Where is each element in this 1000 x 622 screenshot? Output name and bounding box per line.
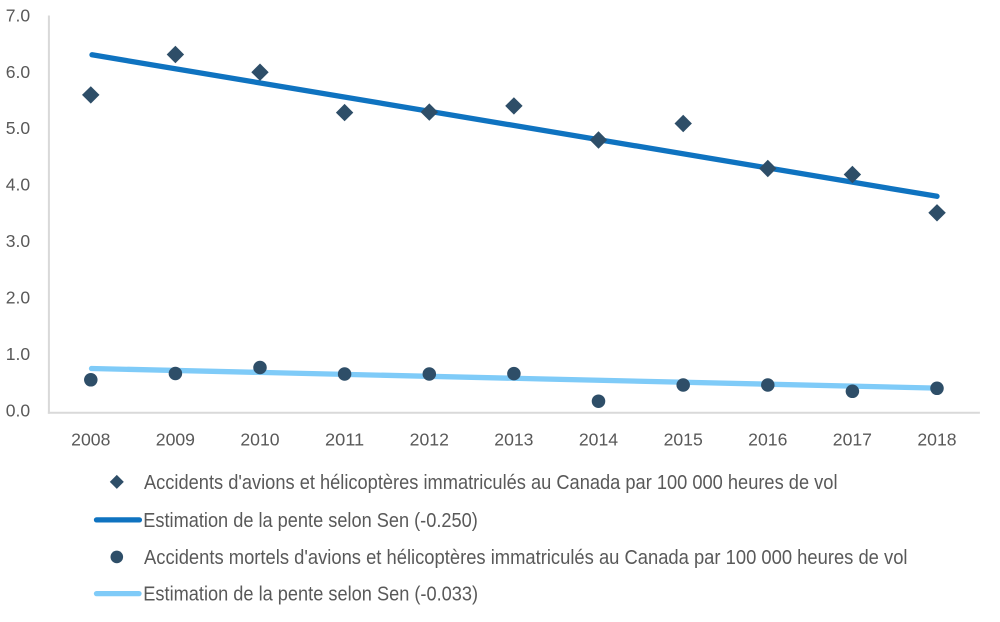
svg-text:2009: 2009 xyxy=(156,430,195,450)
svg-text:5.0: 5.0 xyxy=(6,118,30,138)
svg-text:2012: 2012 xyxy=(410,430,449,450)
svg-text:2013: 2013 xyxy=(494,430,533,450)
svg-text:0.0: 0.0 xyxy=(6,401,30,421)
svg-text:2011: 2011 xyxy=(325,430,364,450)
svg-text:Accidents d'avions et hélicopt: Accidents d'avions et hélicoptères immat… xyxy=(144,471,838,494)
svg-text:2.0: 2.0 xyxy=(6,288,30,308)
svg-text:6.0: 6.0 xyxy=(6,62,30,82)
svg-text:4.0: 4.0 xyxy=(6,175,30,195)
svg-text:1.0: 1.0 xyxy=(6,344,30,364)
svg-text:7.0: 7.0 xyxy=(6,5,30,25)
svg-text:2015: 2015 xyxy=(664,430,703,450)
svg-text:2016: 2016 xyxy=(748,430,787,450)
svg-text:2010: 2010 xyxy=(240,430,279,450)
svg-text:2008: 2008 xyxy=(71,430,110,450)
svg-text:Accidents mortels d'avions et: Accidents mortels d'avions et hélicoptèr… xyxy=(144,546,908,569)
svg-text:Estimation de la pente selon S: Estimation de la pente selon Sen (-0.250… xyxy=(143,509,478,532)
svg-text:Estimation de la pente selon S: Estimation de la pente selon Sen (-0.033… xyxy=(143,583,478,606)
svg-text:3.0: 3.0 xyxy=(6,231,30,251)
svg-text:2017: 2017 xyxy=(833,430,872,450)
svg-text:2018: 2018 xyxy=(917,430,956,450)
svg-text:2014: 2014 xyxy=(579,430,619,450)
